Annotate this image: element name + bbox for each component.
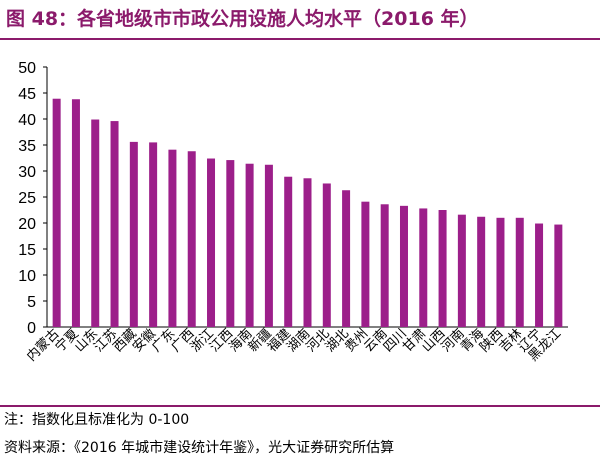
bar-山西 [438,210,447,327]
x-axis-labels: 内蒙古宁夏山东江苏西藏安徽广东广西浙江江西海南新疆福建湖南河北湖北贵州云南四川甘… [24,326,565,365]
y-axis: 0 5 10 15 20 25 30 35 40 45 50 [18,60,568,337]
bar-西藏 [129,141,138,327]
bar-青海 [477,216,486,327]
bar-湖北 [342,190,351,327]
bar-新疆 [264,164,273,327]
bar-陕西 [496,217,505,327]
y-tick-label: 40 [18,112,36,129]
bar-内蒙古 [52,98,61,327]
bar-chart: 0 5 10 15 20 25 30 35 40 45 50 内蒙古宁夏山东江苏西藏安徽广东广西浙江… [18,60,568,365]
bar-广东 [168,149,177,327]
figure-title: 图 48：各省地级市市政公用设施人均水平（2016 年） [6,8,479,30]
bar-山东 [91,119,100,328]
bar-江西 [226,160,235,327]
bar-辽宁 [535,223,544,327]
y-tick-label: 35 [18,138,36,155]
bar-安徽 [149,142,158,327]
source-note: 资料来源：《2016 年城市建设统计年鉴》，光大证券研究所估算 [4,440,395,456]
bar-海南 [245,163,254,327]
footnote: 注：指数化且标准化为 0-100 [4,412,190,428]
bar-贵州 [361,201,370,327]
y-tick-label: 20 [18,216,36,233]
bar-series [52,98,563,328]
bar-宁夏 [71,99,80,327]
y-tick-label: 30 [18,164,36,181]
footer-divider [0,405,600,407]
bar-浙江 [207,158,216,327]
bar-广西 [187,151,196,327]
bar-甘肃 [419,208,428,327]
y-tick-label: 10 [18,268,36,285]
bar-吉林 [515,217,524,327]
y-tick-label: 5 [27,294,36,311]
bar-湖南 [303,178,312,327]
bar-云南 [380,204,389,327]
y-tick-label: 0 [27,320,36,337]
y-tick-label: 15 [18,242,36,259]
y-tick-label: 50 [18,60,36,77]
bar-河南 [457,214,466,327]
y-tick-label: 25 [18,190,36,207]
bar-四川 [399,205,408,327]
bar-福建 [284,176,293,327]
bar-江苏 [110,121,119,327]
bar-黑龙江 [554,224,563,327]
title-divider [0,38,600,40]
bar-河北 [322,183,331,327]
y-tick-label: 45 [18,86,36,103]
